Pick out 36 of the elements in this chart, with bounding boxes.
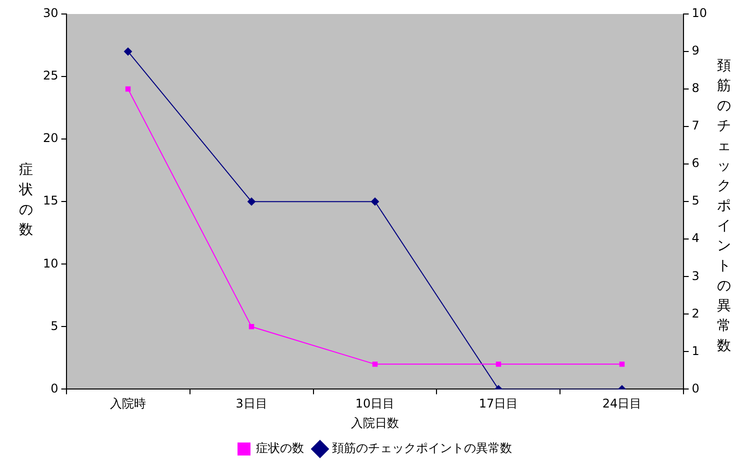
x-tick-label: 10日目 [355, 396, 395, 411]
y2-tick-label: 8 [692, 81, 700, 96]
x-tick-label: 入院時 [110, 396, 146, 411]
point [619, 362, 625, 367]
y2-tick-label: 5 [692, 194, 700, 208]
x-tick-label: 3日目 [236, 396, 268, 411]
y2-tick-label: 10 [692, 6, 708, 20]
y2-tick-label: 7 [692, 118, 700, 133]
y2-tick-label: 4 [692, 231, 700, 246]
legend-label: 頚筋のチェックポイントの異常数 [332, 441, 512, 456]
y-tick-label: 10 [42, 256, 58, 270]
point [124, 48, 132, 56]
y2-tick-label: 6 [692, 156, 700, 170]
y-tick-label: 20 [42, 131, 58, 146]
y2-tick-label: 3 [692, 268, 700, 283]
y-tick-label: 15 [42, 194, 58, 208]
y-tick-label: 25 [42, 68, 58, 83]
legend-label: 症状の数 [256, 441, 304, 456]
point [496, 362, 502, 367]
point [248, 198, 256, 206]
text: 頚筋のチェックポイントの異常数 [717, 58, 731, 354]
point [371, 198, 379, 206]
x-axis-title: 入院日数 [351, 416, 399, 430]
x-tick-label: 17日目 [478, 396, 518, 411]
x-tick-label: 24日目 [602, 396, 642, 411]
y2-tick-label: 9 [692, 44, 700, 58]
y-tick-label: 0 [50, 381, 58, 396]
y-tick-label: 5 [50, 318, 58, 333]
y2-tick-label: 0 [692, 381, 700, 396]
point [125, 86, 131, 92]
y2-tick-label: 1 [692, 344, 700, 358]
point [372, 362, 378, 367]
point [248, 324, 254, 330]
y-tick-label: 30 [42, 6, 58, 20]
y2-tick-label: 2 [692, 306, 700, 320]
y-axis-title: 症状の数 [18, 161, 34, 240]
